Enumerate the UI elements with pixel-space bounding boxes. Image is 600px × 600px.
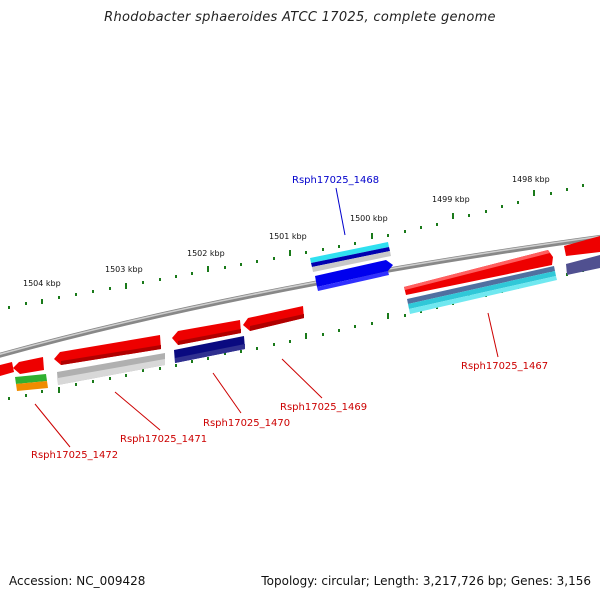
gene-rsph17025-1472-features[interactable] (0, 357, 48, 391)
gene-rsph17025-1469-features[interactable] (243, 306, 304, 331)
gene-rsph17025-1471-features[interactable] (54, 335, 165, 385)
outer-tick-row (8, 184, 584, 309)
gene-label-1472[interactable]: Rsph17025_1472 (31, 450, 118, 461)
gene-label-1469[interactable]: Rsph17025_1469 (280, 402, 367, 413)
kbp-label-1502: 1502 kbp (187, 249, 225, 258)
map-title: Rhodobacter sphaeroides ATCC 17025, comp… (104, 10, 496, 25)
kbp-label-1503: 1503 kbp (105, 265, 143, 274)
kbp-label-1500: 1500 kbp (350, 214, 388, 223)
leader-lines (34, 187, 499, 448)
gene-label-1470[interactable]: Rsph17025_1470 (203, 418, 290, 429)
kbp-label-1499: 1499 kbp (432, 195, 470, 204)
kbp-label-1501: 1501 kbp (269, 232, 307, 241)
footer-genome-info: Topology: circular; Length: 3,217,726 bp… (261, 574, 591, 588)
gene-rsph17025-1470-features[interactable] (172, 320, 245, 363)
kbp-label-1498: 1498 kbp (512, 175, 550, 184)
gene-rsph17025-1468-features[interactable] (310, 242, 393, 291)
genome-backbone (0, 234, 600, 358)
gene-rsph17025-1467-features[interactable] (404, 250, 557, 314)
gene-label-1471[interactable]: Rsph17025_1471 (120, 434, 207, 445)
gene-label-1467[interactable]: Rsph17025_1467 (461, 361, 548, 372)
footer-accession: Accession: NC_009428 (9, 574, 146, 588)
kbp-label-1504: 1504 kbp (23, 279, 61, 288)
gene-right-edge[interactable] (564, 236, 600, 275)
gene-label-1468[interactable]: Rsph17025_1468 (292, 175, 379, 186)
